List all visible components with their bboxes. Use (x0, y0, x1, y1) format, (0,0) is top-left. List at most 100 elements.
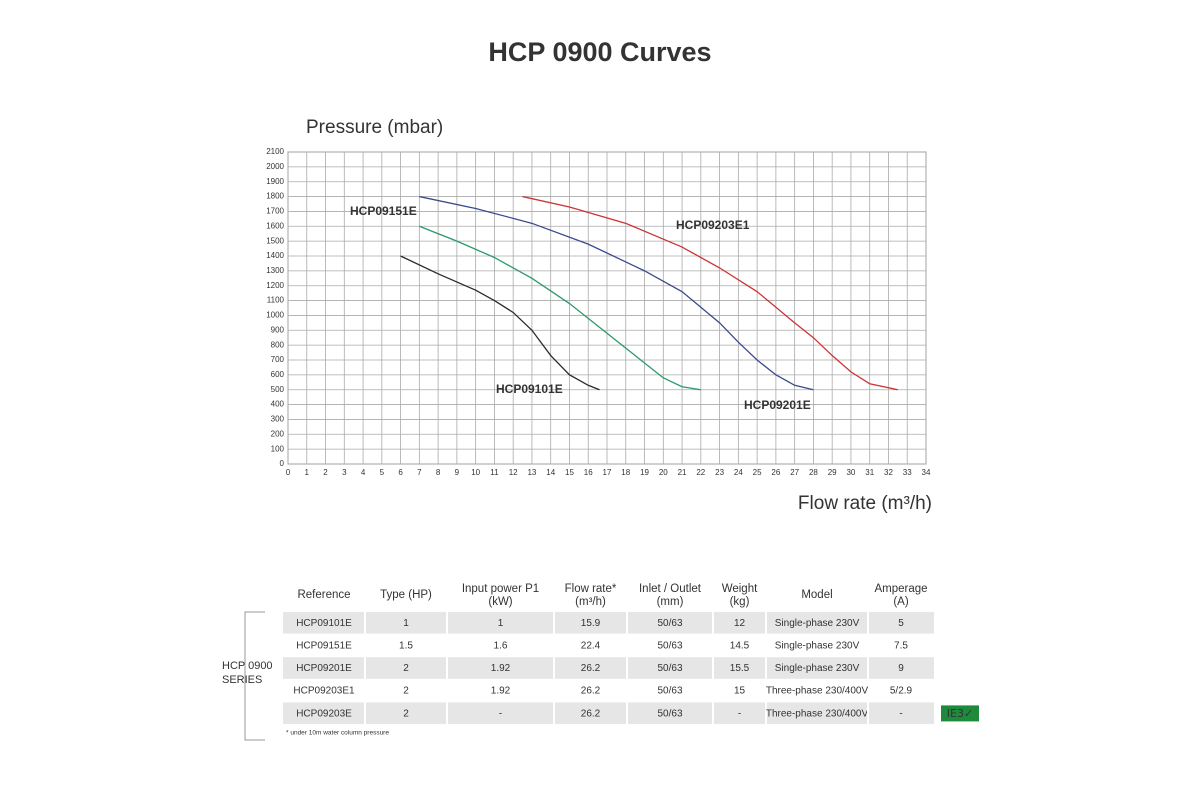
x-tick-label: 11 (490, 468, 499, 477)
x-axis-label: Flow rate (m³/h) (798, 493, 932, 514)
table-cell: HCP09203E (296, 708, 352, 719)
table-header: (A) (893, 596, 909, 608)
table-cell: 15.5 (730, 663, 750, 674)
y-tick-label: 1000 (266, 311, 284, 320)
y-tick-label: 700 (271, 355, 285, 364)
table-cell: 26.2 (581, 663, 601, 674)
x-tick-label: 27 (790, 468, 799, 477)
series-label: HCP09201E (744, 398, 811, 412)
table-cell: 1 (403, 618, 409, 629)
x-tick-label: 19 (640, 468, 649, 477)
table-cell: 50/63 (657, 708, 682, 719)
table-cell: 5/2.9 (890, 686, 913, 697)
y-tick-label: 400 (271, 400, 285, 409)
table-cell: 22.4 (581, 641, 601, 652)
table-cell: Three-phase 230/400V (766, 686, 869, 697)
table-cell: 1.5 (399, 641, 413, 652)
row-background (283, 657, 934, 679)
table-cell: HCP09203E1 (293, 686, 355, 697)
x-tick-label: 17 (603, 468, 612, 477)
table-header: Reference (297, 589, 350, 601)
x-tick-label: 3 (342, 468, 347, 477)
table-header: Amperage (874, 583, 927, 595)
table-cell: Three-phase 230/400V (766, 708, 869, 719)
table-cell: 2 (403, 663, 409, 674)
group-bracket (244, 611, 265, 741)
y-tick-label: 1700 (266, 207, 284, 216)
table-cell: 12 (734, 618, 746, 629)
table-cell: 50/63 (657, 663, 682, 674)
table-cell: 50/63 (657, 686, 682, 697)
x-tick-label: 0 (286, 468, 291, 477)
table-cell: 1.6 (494, 641, 508, 652)
y-tick-label: 1900 (266, 177, 284, 186)
group-label: SERIES (222, 674, 262, 686)
table-header: (mm) (657, 596, 684, 608)
x-tick-label: 28 (809, 468, 818, 477)
series-line (419, 225, 701, 391)
table-cell: 2 (403, 686, 409, 697)
table-cell: Single-phase 230V (775, 618, 860, 629)
row-background (283, 612, 934, 634)
x-tick-label: 1 (305, 468, 310, 477)
table-header: (m³/h) (575, 596, 606, 608)
table-cell: 1.92 (491, 686, 511, 697)
badge: IE3✓ (947, 707, 973, 720)
y-tick-label: 2100 (266, 147, 284, 156)
x-tick-label: 25 (753, 468, 762, 477)
x-tick-label: 14 (546, 468, 555, 477)
table-cell: 2 (403, 708, 409, 719)
x-tick-label: 13 (527, 468, 536, 477)
y-tick-label: 600 (271, 370, 285, 379)
table-cell: 15.9 (581, 618, 601, 629)
table-cell: Single-phase 230V (775, 663, 860, 674)
table-header: (kg) (730, 596, 750, 608)
x-tick-label: 6 (398, 468, 403, 477)
table-cell: HCP09101E (296, 618, 352, 629)
table-cell: 26.2 (581, 686, 601, 697)
series-line (522, 195, 898, 391)
series-label: HCP09151E (350, 204, 417, 218)
y-tick-label: 1300 (266, 266, 284, 275)
x-tick-label: 21 (678, 468, 687, 477)
table-header: Weight (722, 583, 758, 595)
x-tick-label: 20 (659, 468, 668, 477)
table-cell: 9 (898, 663, 904, 674)
x-tick-label: 29 (828, 468, 837, 477)
table-cell: 1 (498, 618, 504, 629)
x-tick-label: 12 (509, 468, 518, 477)
series-line (419, 195, 814, 391)
table-header: Input power P1 (462, 583, 539, 595)
x-tick-label: 31 (865, 468, 874, 477)
x-tick-label: 24 (734, 468, 743, 477)
x-tick-label: 15 (565, 468, 574, 477)
table-cell: 50/63 (657, 618, 682, 629)
y-tick-label: 0 (280, 459, 285, 468)
x-tick-label: 10 (471, 468, 480, 477)
table-cell: - (499, 708, 502, 719)
x-tick-label: 8 (436, 468, 441, 477)
table-cell: HCP09201E (296, 663, 352, 674)
x-tick-label: 16 (584, 468, 593, 477)
table-header: Type (HP) (380, 589, 432, 601)
y-tick-label: 1100 (267, 296, 285, 305)
footnote: * under 10m water column pressure (286, 730, 389, 737)
x-tick-label: 26 (771, 468, 780, 477)
x-tick-label: 23 (715, 468, 724, 477)
y-tick-label: 1800 (266, 192, 284, 201)
y-tick-label: 1400 (266, 251, 284, 260)
y-tick-label: 1200 (266, 281, 284, 290)
x-tick-label: 30 (846, 468, 855, 477)
x-tick-label: 33 (903, 468, 912, 477)
series-label: HCP09203E1 (676, 218, 750, 232)
table-cell: 26.2 (581, 708, 601, 719)
table-cell: 7.5 (894, 641, 908, 652)
table-header: Inlet / Outlet (639, 583, 702, 595)
x-tick-label: 18 (621, 468, 630, 477)
table-cell: - (899, 708, 902, 719)
page-title: HCP 0900 Curves (488, 37, 711, 67)
x-tick-label: 7 (417, 468, 422, 477)
table-cell: 15 (734, 686, 746, 697)
y-tick-label: 1600 (266, 221, 284, 230)
y-tick-label: 1500 (266, 236, 284, 245)
